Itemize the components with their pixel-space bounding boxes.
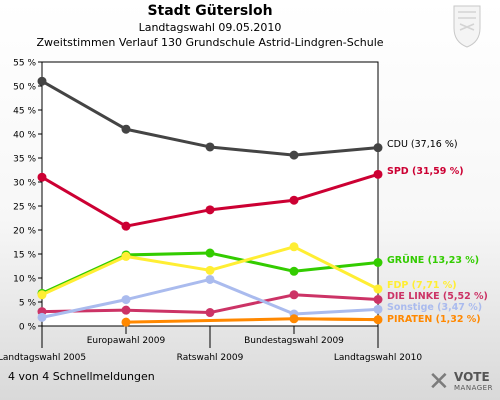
data-point: [373, 169, 383, 179]
data-point: [121, 221, 131, 231]
y-tick-label: 5 %: [19, 299, 37, 309]
series-3: FDP (7,71 %): [37, 242, 457, 300]
y-tick-label: 25 %: [13, 203, 36, 213]
y-tick-label: 10 %: [13, 275, 36, 285]
x-tick-label: Europawahl 2009: [87, 336, 166, 346]
y-tick-label: 20 %: [13, 227, 36, 237]
series-label: CDU (37,16 %): [387, 139, 458, 150]
data-point: [373, 284, 383, 294]
chart-subtitle: Landtagswahl 09.05.2010: [138, 21, 282, 34]
data-point: [373, 304, 383, 314]
x-tick-label: Ratswahl 2009: [177, 353, 244, 363]
series-6: PIRATEN (1,32 %): [121, 314, 481, 327]
x-tick-label: Bundestagswahl 2009: [244, 336, 344, 346]
y-tick-label: 35 %: [13, 155, 36, 165]
data-point: [373, 295, 383, 305]
series-label: FDP (7,71 %): [387, 280, 457, 291]
series-label: PIRATEN (1,32 %): [387, 314, 481, 325]
y-tick-label: 50 %: [13, 83, 36, 93]
plot-area: [41, 61, 379, 327]
data-point: [373, 143, 383, 153]
data-point: [289, 242, 299, 252]
y-tick-label: 0 %: [19, 323, 37, 333]
logo-word-vote: VOTE: [454, 370, 490, 384]
x-tick-label: Landtagswahl 2010: [334, 353, 423, 363]
data-point: [121, 295, 131, 305]
series-4: DIE LINKE (5,52 %): [37, 290, 488, 318]
data-point: [205, 274, 215, 284]
y-tick-label: 45 %: [13, 107, 36, 117]
series-label: Sonstige (3,47 %): [387, 302, 482, 313]
data-point: [205, 308, 215, 318]
series-5: Sonstige (3,47 %): [37, 274, 482, 322]
chart-subtitle-2: Zweitstimmen Verlauf 130 Grundschule Ast…: [36, 36, 384, 49]
data-point: [205, 142, 215, 152]
data-point: [205, 265, 215, 275]
data-point: [205, 248, 215, 258]
data-point: [37, 172, 47, 182]
data-point: [289, 314, 299, 324]
data-point: [121, 251, 131, 261]
data-point: [373, 315, 383, 325]
data-point: [121, 317, 131, 327]
vote-manager-logo: ✕ VOTE MANAGER: [428, 368, 496, 396]
data-point: [289, 150, 299, 160]
data-point: [37, 312, 47, 322]
data-point: [121, 305, 131, 315]
x-tick-label: Landtagswahl 2005: [0, 353, 86, 363]
y-tick-label: 30 %: [13, 179, 36, 189]
data-point: [289, 195, 299, 205]
data-point: [121, 124, 131, 134]
series-label: SPD (31,59 %): [387, 166, 464, 177]
series-label: GRÜNE (13,23 %): [387, 255, 479, 266]
chart-title-block: Stadt Gütersloh Landtagswahl 09.05.2010 …: [0, 2, 420, 50]
y-tick-label: 40 %: [13, 131, 36, 141]
data-point: [37, 76, 47, 86]
state-crest-icon: [453, 5, 481, 48]
series-0: CDU (37,16 %): [37, 76, 458, 160]
y-tick-label: 15 %: [13, 251, 36, 261]
footer-note: 4 von 4 Schnellmeldungen: [8, 370, 155, 383]
data-point: [373, 257, 383, 267]
y-tick-label: 55 %: [13, 59, 36, 69]
series-1: SPD (31,59 %): [37, 166, 464, 231]
series-label: DIE LINKE (5,52 %): [387, 291, 488, 302]
data-point: [205, 205, 215, 215]
logo-word-manager: MANAGER: [454, 384, 493, 392]
x-mark-icon: ✕: [428, 367, 450, 397]
chart-title: Stadt Gütersloh: [147, 3, 273, 19]
data-point: [289, 290, 299, 300]
data-point: [289, 266, 299, 276]
data-point: [37, 290, 47, 300]
